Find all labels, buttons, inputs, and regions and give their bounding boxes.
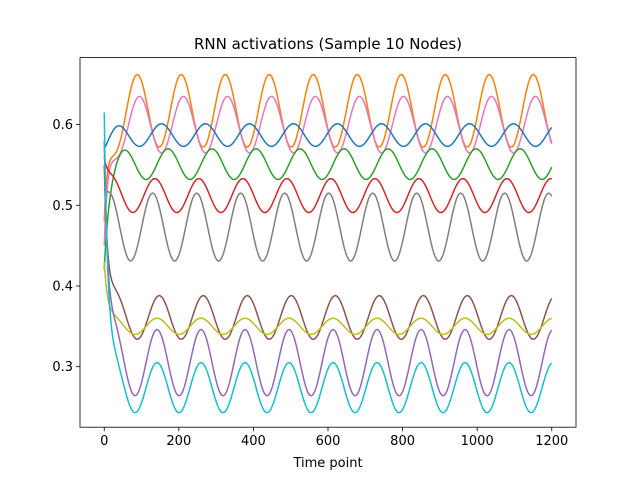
x-tick-label: 800 [390,434,415,449]
x-tick-label: 0 [100,434,108,449]
x-axis: 0 200 400 600 800 1000 1200 [100,427,568,449]
x-tick-label: 1200 [535,434,568,449]
x-axis-title: Time point [292,456,362,471]
series-line-9 [103,140,553,397]
y-tick-label: 0.4 [52,279,73,294]
series-line-7 [103,164,553,340]
series-line-2 [103,95,553,246]
x-tick-label: 400 [241,434,266,449]
y-tick-label: 0.3 [52,360,73,375]
x-tick-label: 200 [166,434,191,449]
y-axis: 0.3 0.4 0.5 0.6 [52,118,80,375]
x-tick-label: 600 [316,434,341,449]
x-tick-label: 1000 [461,434,494,449]
series-line-3 [103,123,553,150]
chart-title: RNN activations (Sample 10 Nodes) [194,35,462,53]
y-tick-label: 0.6 [52,118,73,133]
series-line-6 [103,188,553,262]
series-line-4 [103,148,553,270]
y-tick-label: 0.5 [52,199,73,214]
series-line-8 [103,261,552,336]
series-layer [103,73,553,414]
series-line-10 [103,112,553,414]
series-line-5 [103,156,552,214]
